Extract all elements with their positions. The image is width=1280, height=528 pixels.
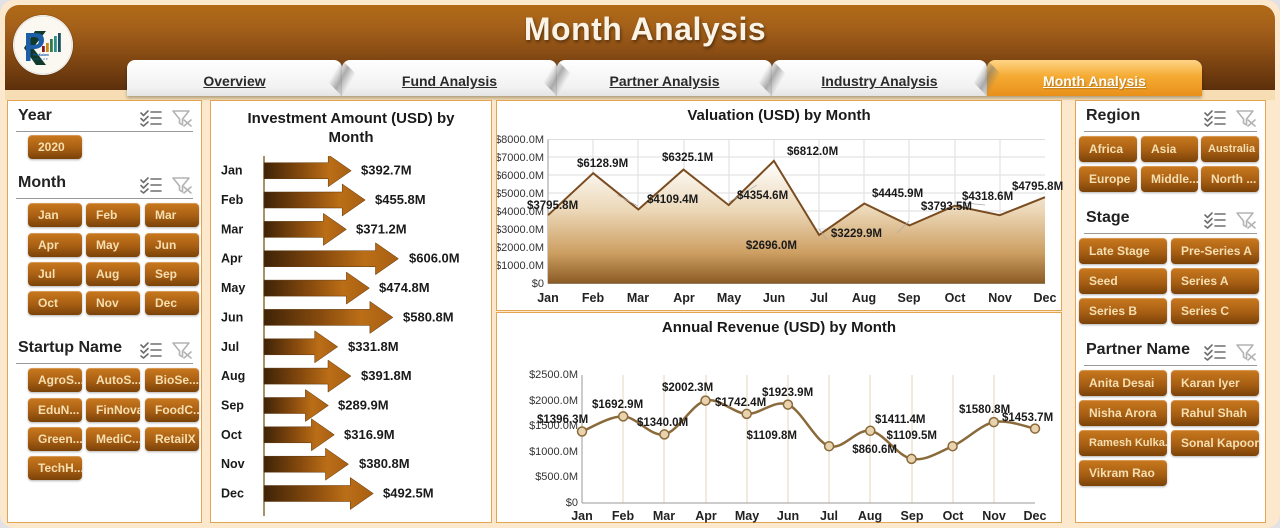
- svg-text:$455.8M: $455.8M: [375, 192, 426, 207]
- svg-text:$2500.0M: $2500.0M: [529, 369, 578, 381]
- svg-text:Aug: Aug: [852, 291, 876, 305]
- svg-text:$316.9M: $316.9M: [344, 427, 395, 442]
- svg-text:$331.8M: $331.8M: [348, 339, 399, 354]
- svg-text:Jul: Jul: [820, 509, 838, 523]
- svg-text:Nov: Nov: [982, 509, 1006, 523]
- svg-text:Sep: Sep: [901, 509, 924, 523]
- svg-text:$492.5M: $492.5M: [383, 486, 434, 501]
- svg-text:$580.8M: $580.8M: [403, 309, 454, 324]
- svg-text:Jan: Jan: [221, 164, 243, 178]
- svg-text:$4795.8M: $4795.8M: [1012, 181, 1063, 193]
- svg-text:Jul: Jul: [810, 291, 828, 305]
- svg-text:Oct: Oct: [221, 428, 243, 442]
- svg-text:$500.0M: $500.0M: [535, 471, 578, 483]
- svg-text:$4354.6M: $4354.6M: [737, 190, 788, 202]
- svg-text:$3795.8M: $3795.8M: [527, 200, 578, 212]
- svg-text:$0: $0: [566, 497, 578, 509]
- svg-text:$4445.9M: $4445.9M: [872, 188, 923, 200]
- svg-text:$371.2M: $371.2M: [356, 221, 407, 236]
- svg-text:$606.0M: $606.0M: [409, 251, 460, 266]
- svg-text:May: May: [717, 291, 741, 305]
- svg-text:$5000.0M: $5000.0M: [497, 188, 544, 200]
- svg-text:$1453.7M: $1453.7M: [1002, 412, 1053, 424]
- svg-text:Apr: Apr: [221, 252, 243, 266]
- svg-text:Jun: Jun: [763, 291, 785, 305]
- svg-text:May: May: [221, 281, 245, 295]
- svg-text:Sep: Sep: [898, 291, 921, 305]
- svg-text:$6325.1M: $6325.1M: [662, 152, 713, 164]
- svg-text:Jun: Jun: [777, 509, 799, 523]
- svg-text:$6000.0M: $6000.0M: [497, 170, 544, 182]
- svg-text:$2000.0M: $2000.0M: [529, 395, 578, 407]
- svg-text:$3793.5M: $3793.5M: [921, 201, 972, 213]
- svg-text:$1692.9M: $1692.9M: [592, 399, 643, 411]
- svg-text:$391.8M: $391.8M: [361, 368, 412, 383]
- svg-text:Oct: Oct: [945, 291, 967, 305]
- svg-text:May: May: [735, 509, 759, 523]
- svg-text:Dec: Dec: [1024, 509, 1047, 523]
- svg-text:$8000.0M: $8000.0M: [497, 134, 544, 146]
- svg-text:$1109.8M: $1109.8M: [746, 430, 797, 442]
- svg-text:$380.8M: $380.8M: [359, 456, 410, 471]
- svg-text:$392.7M: $392.7M: [361, 163, 412, 178]
- svg-text:Mar: Mar: [627, 291, 649, 305]
- svg-text:$1340.0M: $1340.0M: [637, 417, 688, 429]
- svg-text:Dec: Dec: [1034, 291, 1057, 305]
- svg-text:$2002.3M: $2002.3M: [662, 382, 713, 394]
- svg-text:$1109.5M: $1109.5M: [886, 430, 937, 442]
- svg-text:$4109.4M: $4109.4M: [647, 194, 698, 206]
- svg-text:$2000.0M: $2000.0M: [497, 242, 544, 254]
- svg-text:$3229.9M: $3229.9M: [831, 228, 882, 240]
- svg-text:Jul: Jul: [221, 340, 239, 354]
- svg-text:$1000.0M: $1000.0M: [497, 260, 544, 272]
- svg-text:Feb: Feb: [221, 193, 244, 207]
- svg-text:$6812.0M: $6812.0M: [787, 146, 838, 158]
- svg-text:Feb: Feb: [612, 509, 635, 523]
- svg-text:$1742.4M: $1742.4M: [715, 397, 766, 409]
- svg-text:Apr: Apr: [673, 291, 695, 305]
- svg-text:$7000.0M: $7000.0M: [497, 152, 544, 164]
- svg-text:Mar: Mar: [653, 509, 675, 523]
- svg-text:$0: $0: [532, 278, 544, 290]
- svg-text:Jun: Jun: [221, 310, 243, 324]
- svg-text:Aug: Aug: [221, 369, 245, 383]
- svg-text:Jan: Jan: [571, 509, 593, 523]
- svg-text:Sep: Sep: [221, 399, 244, 413]
- svg-text:Nov: Nov: [988, 291, 1012, 305]
- svg-text:$2696.0M: $2696.0M: [746, 240, 797, 252]
- svg-text:$1923.9M: $1923.9M: [762, 387, 813, 399]
- svg-text:Dec: Dec: [221, 487, 244, 501]
- svg-text:$1000.0M: $1000.0M: [529, 446, 578, 458]
- svg-text:$474.8M: $474.8M: [379, 280, 430, 295]
- svg-text:Nov: Nov: [221, 457, 245, 471]
- svg-text:Feb: Feb: [582, 291, 605, 305]
- svg-text:$289.9M: $289.9M: [338, 398, 389, 413]
- svg-text:$1396.3M: $1396.3M: [537, 414, 588, 426]
- svg-text:Mar: Mar: [221, 222, 243, 236]
- svg-text:$1411.4M: $1411.4M: [875, 414, 926, 426]
- svg-text:$860.6M: $860.6M: [852, 444, 897, 456]
- svg-text:$3000.0M: $3000.0M: [497, 224, 544, 236]
- svg-text:Aug: Aug: [858, 509, 882, 523]
- svg-text:$6128.9M: $6128.9M: [577, 158, 628, 170]
- svg-text:Jan: Jan: [537, 291, 559, 305]
- svg-text:Oct: Oct: [943, 509, 965, 523]
- svg-text:Apr: Apr: [695, 509, 717, 523]
